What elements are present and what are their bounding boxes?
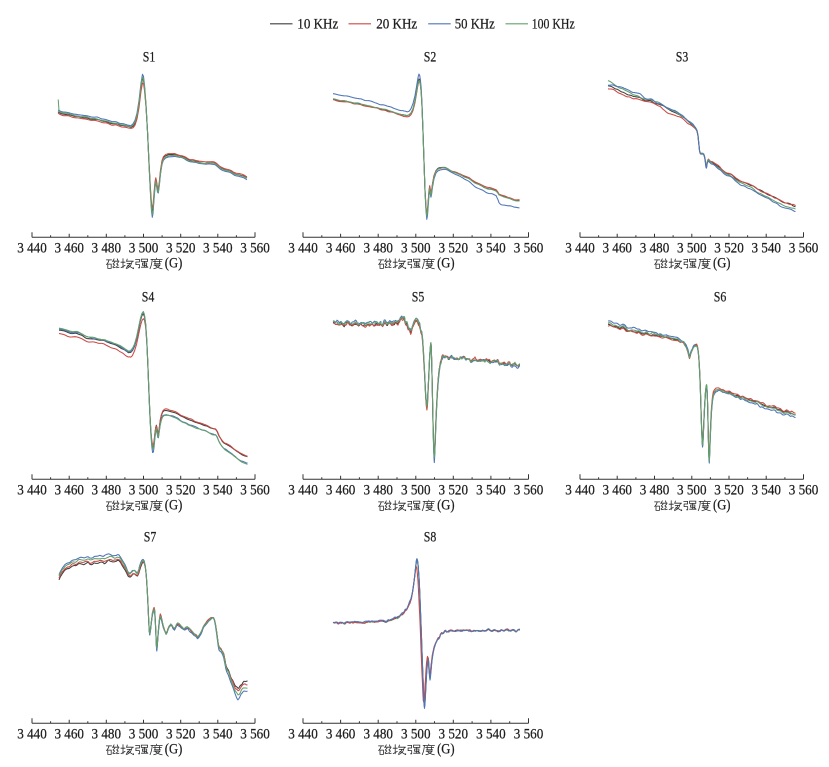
svg-text:3 440: 3 440 xyxy=(17,241,47,257)
svg-text:100 KHz: 100 KHz xyxy=(532,16,575,32)
svg-text:S7: S7 xyxy=(144,529,157,545)
svg-text:3 480: 3 480 xyxy=(363,727,393,743)
svg-text:3 440: 3 440 xyxy=(17,483,47,499)
svg-text:3 480: 3 480 xyxy=(640,241,670,257)
svg-text:3 480: 3 480 xyxy=(363,241,393,257)
svg-text:(G): (G) xyxy=(713,256,731,272)
svg-text:3 480: 3 480 xyxy=(640,483,670,499)
svg-text:3 500: 3 500 xyxy=(401,241,431,257)
svg-text:3 560: 3 560 xyxy=(514,241,544,257)
svg-text:3 520: 3 520 xyxy=(166,241,196,257)
svg-text:3 440: 3 440 xyxy=(565,241,595,257)
svg-text:3 460: 3 460 xyxy=(54,241,84,257)
svg-text:3 460: 3 460 xyxy=(602,241,632,257)
svg-text:3 500: 3 500 xyxy=(677,483,707,499)
svg-text:3 480: 3 480 xyxy=(92,241,122,257)
svg-text:3 560: 3 560 xyxy=(514,727,544,743)
svg-text:S2: S2 xyxy=(424,49,437,65)
svg-text:3 560: 3 560 xyxy=(789,241,819,257)
svg-text:3 500: 3 500 xyxy=(401,483,431,499)
svg-text:3 460: 3 460 xyxy=(326,727,356,743)
svg-text:3 540: 3 540 xyxy=(203,241,233,257)
svg-text:3 500: 3 500 xyxy=(129,727,159,743)
svg-text:3 480: 3 480 xyxy=(363,483,393,499)
svg-text:3 520: 3 520 xyxy=(714,483,744,499)
svg-text:3 440: 3 440 xyxy=(288,727,318,743)
svg-text:3 520: 3 520 xyxy=(714,241,744,257)
svg-text:S3: S3 xyxy=(676,49,689,65)
svg-text:3 480: 3 480 xyxy=(92,727,122,743)
svg-text:S8: S8 xyxy=(424,529,437,545)
svg-text:3 540: 3 540 xyxy=(476,483,506,499)
svg-text:3 540: 3 540 xyxy=(203,727,233,743)
svg-text:(G): (G) xyxy=(437,256,455,272)
svg-text:3 520: 3 520 xyxy=(439,727,469,743)
svg-text:3 560: 3 560 xyxy=(789,483,819,499)
svg-text:3 500: 3 500 xyxy=(129,241,159,257)
svg-text:3 440: 3 440 xyxy=(288,483,318,499)
svg-text:3 440: 3 440 xyxy=(288,241,318,257)
svg-text:3 540: 3 540 xyxy=(476,727,506,743)
svg-text:S1: S1 xyxy=(143,49,156,65)
svg-text:3 560: 3 560 xyxy=(514,483,544,499)
svg-text:S4: S4 xyxy=(142,289,155,305)
svg-text:3 460: 3 460 xyxy=(326,241,356,257)
svg-text:(G): (G) xyxy=(437,498,455,514)
svg-text:3 560: 3 560 xyxy=(240,241,270,257)
svg-text:3 520: 3 520 xyxy=(439,483,469,499)
svg-text:(G): (G) xyxy=(713,498,731,514)
svg-text:(G): (G) xyxy=(165,742,183,758)
svg-text:3 540: 3 540 xyxy=(751,241,781,257)
svg-text:(G): (G) xyxy=(165,256,183,272)
svg-text:3 560: 3 560 xyxy=(240,727,270,743)
svg-text:(G): (G) xyxy=(165,498,183,514)
svg-text:3 540: 3 540 xyxy=(476,241,506,257)
svg-text:3 460: 3 460 xyxy=(54,483,84,499)
svg-text:3 480: 3 480 xyxy=(92,483,122,499)
svg-text:(G): (G) xyxy=(437,742,455,758)
svg-text:S6: S6 xyxy=(714,289,727,305)
svg-text:3 520: 3 520 xyxy=(439,241,469,257)
svg-text:3 540: 3 540 xyxy=(203,483,233,499)
svg-text:S5: S5 xyxy=(412,289,425,305)
svg-text:3 520: 3 520 xyxy=(166,483,196,499)
svg-text:3 500: 3 500 xyxy=(401,727,431,743)
svg-text:50 KHz: 50 KHz xyxy=(455,16,495,32)
svg-text:3 520: 3 520 xyxy=(166,727,196,743)
svg-text:3 440: 3 440 xyxy=(17,727,47,743)
svg-text:3 500: 3 500 xyxy=(129,483,159,499)
svg-text:20 KHz: 20 KHz xyxy=(376,16,417,32)
svg-text:3 540: 3 540 xyxy=(751,483,781,499)
svg-text:3 440: 3 440 xyxy=(565,483,595,499)
svg-text:10 KHz: 10 KHz xyxy=(297,16,338,32)
svg-text:3 560: 3 560 xyxy=(240,483,270,499)
svg-text:3 500: 3 500 xyxy=(677,241,707,257)
svg-text:3 460: 3 460 xyxy=(326,483,356,499)
svg-text:3 460: 3 460 xyxy=(54,727,84,743)
svg-text:3 460: 3 460 xyxy=(602,483,632,499)
